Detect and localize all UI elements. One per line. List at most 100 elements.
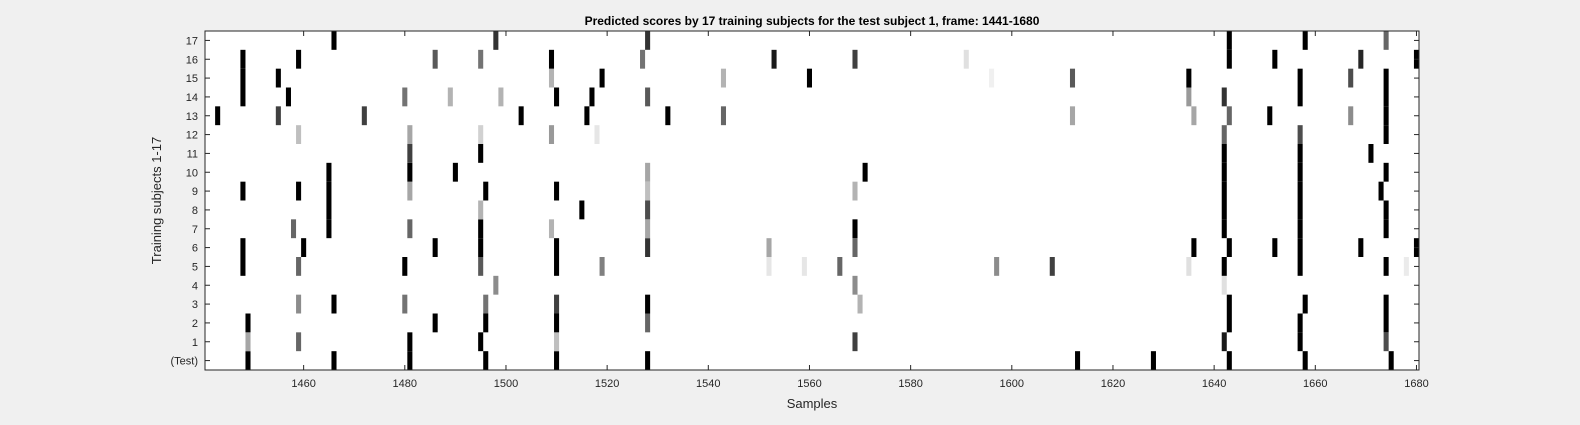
heatmap-cell — [852, 219, 858, 239]
heatmap-cell — [240, 238, 246, 257]
x-tick-label: 1660 — [1303, 378, 1327, 390]
heatmap-cell — [1368, 144, 1374, 163]
heatmap-cell — [665, 106, 671, 126]
heatmap-cell — [240, 87, 246, 107]
heatmap-cell — [478, 49, 484, 69]
heatmap-cell — [240, 49, 246, 69]
heatmap-cell — [478, 219, 484, 239]
heatmap-cell — [432, 49, 438, 69]
heatmap-cell — [285, 87, 291, 107]
heatmap-cell — [548, 49, 555, 69]
heatmap-cell — [296, 332, 302, 352]
heatmap-cell — [361, 106, 367, 126]
heatmap-cell — [1388, 351, 1394, 370]
heatmap-cell — [645, 200, 651, 220]
heatmap-cell — [1186, 68, 1192, 88]
heatmap-cell — [1383, 332, 1389, 352]
heatmap-cell — [240, 257, 246, 276]
y-axis-label: Training subjects 1-17 — [149, 137, 164, 264]
x-axis-label: Samples — [787, 396, 838, 411]
x-tick-label: 1680 — [1404, 378, 1428, 390]
heatmap-cell — [554, 313, 560, 333]
heatmap-cell — [1221, 125, 1227, 144]
heatmap-cell — [1297, 238, 1303, 257]
heatmap-cell — [1221, 219, 1227, 239]
heatmap-cell — [852, 181, 858, 201]
heatmap-cell — [994, 257, 1000, 276]
y-tick-label: 2 — [192, 318, 198, 330]
heatmap-cell — [1302, 294, 1308, 314]
heatmap-cell — [852, 238, 858, 257]
heatmap-cell — [1069, 106, 1076, 126]
heatmap-cell — [478, 257, 484, 276]
heatmap-cell — [554, 351, 560, 370]
heatmap-cell — [275, 68, 281, 88]
heatmap-cell — [402, 294, 408, 314]
y-tick-label: 17 — [186, 35, 198, 47]
x-tick-label: 1480 — [393, 378, 417, 390]
heatmap-cell — [1297, 68, 1303, 88]
y-tick-label: 7 — [192, 224, 198, 236]
heatmap-cell — [1383, 313, 1389, 333]
heatmap-cell — [645, 87, 651, 107]
heatmap-cell — [275, 106, 281, 126]
x-tick-label: 1580 — [898, 378, 922, 390]
heatmap-cell — [766, 257, 772, 276]
heatmap-cell — [720, 106, 727, 126]
heatmap-cell — [852, 49, 858, 69]
heatmap-cell — [483, 294, 489, 314]
heatmap-cell — [645, 31, 651, 50]
heatmap-cell — [857, 294, 863, 314]
y-tick-label: 6 — [192, 243, 198, 255]
heatmap-cell — [245, 313, 251, 333]
x-tick-label: 1500 — [494, 378, 518, 390]
heatmap-cell — [645, 219, 651, 239]
heatmap-cell — [1297, 125, 1303, 144]
heatmap-cell — [1383, 106, 1389, 126]
heatmap-cell — [483, 181, 489, 201]
heatmap-cell — [1267, 106, 1273, 126]
heatmap-cell — [296, 49, 302, 69]
heatmap-cell — [594, 125, 600, 144]
heatmap-cell — [554, 332, 560, 352]
y-tick-label: 8 — [192, 205, 198, 217]
heatmap-cell — [1075, 351, 1081, 370]
heatmap-cell — [1221, 162, 1227, 182]
heatmap-cell — [1378, 181, 1384, 201]
heatmap-cell — [720, 68, 727, 88]
heatmap-cell — [402, 87, 408, 107]
heatmap-cell — [483, 313, 489, 333]
heatmap-cell — [326, 162, 332, 182]
heatmap-cell — [645, 238, 651, 257]
heatmap-cell — [1186, 87, 1192, 107]
y-tick-label: 15 — [186, 73, 198, 85]
heatmap-cell — [1297, 200, 1303, 220]
heatmap-cell — [407, 125, 413, 144]
heatmap-cell — [1221, 275, 1227, 295]
heatmap-cell — [589, 87, 595, 107]
heatmap-cell — [1302, 31, 1308, 50]
heatmap-cell — [407, 351, 413, 370]
heatmap-cell — [1383, 31, 1389, 50]
heatmap-cell — [554, 181, 560, 201]
heatmap-cell — [1069, 68, 1076, 88]
heatmap-cell — [1302, 351, 1308, 370]
heatmap-cell — [493, 275, 499, 295]
heatmap-cell — [554, 87, 560, 107]
y-tick-label: 5 — [192, 261, 198, 273]
heatmap-cell — [326, 181, 332, 201]
heatmap-cell — [1226, 49, 1232, 69]
heatmap-cell — [478, 238, 484, 257]
heatmap-cell — [1226, 313, 1232, 333]
heatmap-cell — [1383, 200, 1389, 220]
heatmap-cell — [852, 275, 858, 295]
heatmap-cell — [1383, 68, 1389, 88]
heatmap-cell — [1221, 144, 1227, 163]
heatmap-cell — [548, 68, 555, 88]
heatmap-cell — [331, 31, 337, 50]
x-tick-label: 1640 — [1202, 378, 1226, 390]
heatmap-cell — [1348, 68, 1354, 88]
x-tick-label: 1540 — [696, 378, 720, 390]
